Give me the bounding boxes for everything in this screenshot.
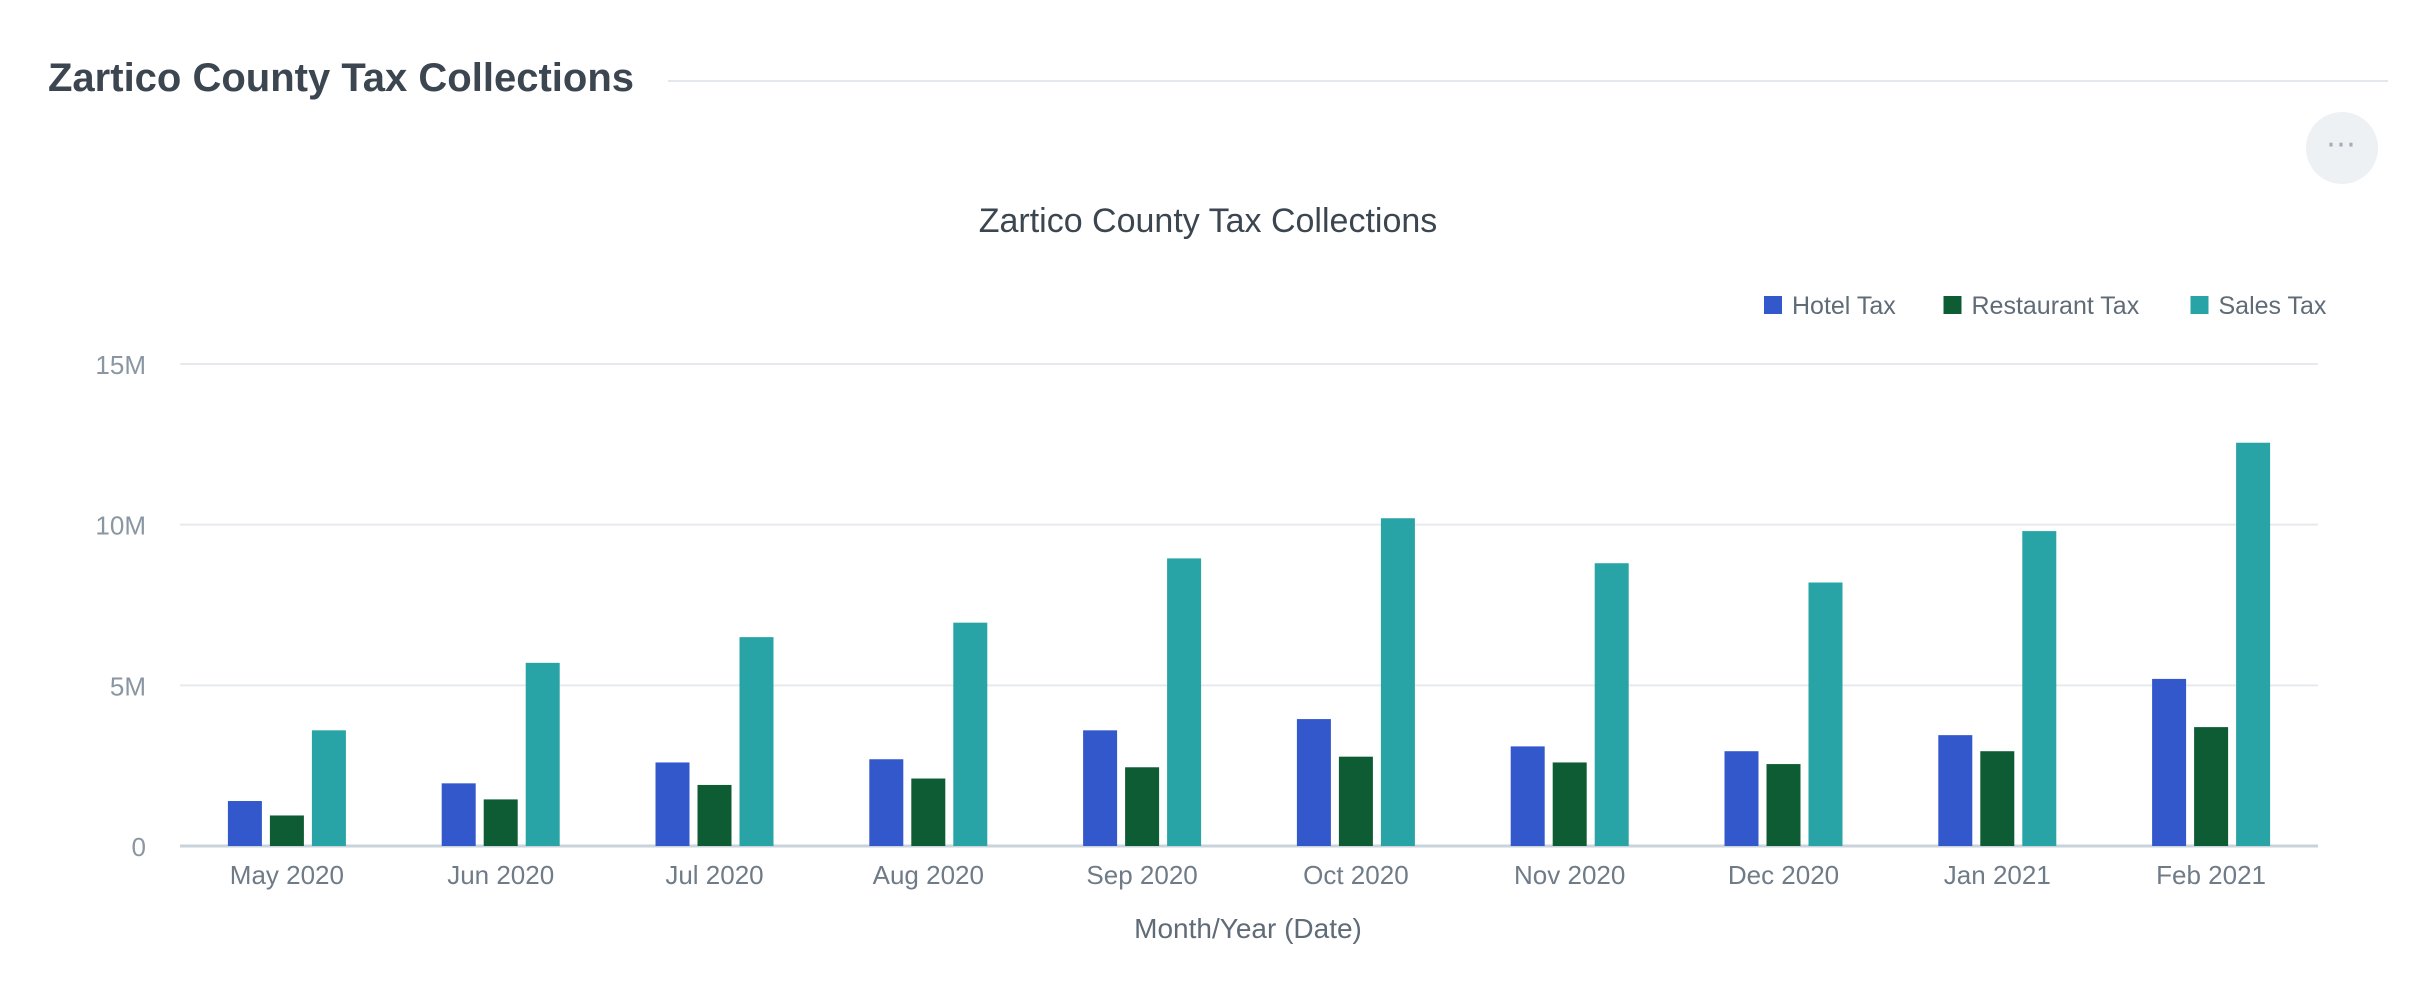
x-tick-label: Jul 2020 [665,860,763,890]
legend-item-hotel-tax[interactable]: Hotel Tax [1764,292,1896,320]
bar-sales-tax[interactable] [739,637,774,846]
more-options-button[interactable]: ⋯ [2306,112,2378,184]
bar-sales-tax[interactable] [311,730,346,846]
legend-swatch [2190,296,2209,314]
bar-restaurant-tax[interactable] [697,784,732,846]
legend: Hotel Tax Restaurant Tax Sales Tax [1764,292,2327,320]
bar-hotel-tax[interactable] [2152,678,2187,846]
bar-hotel-tax[interactable] [1083,730,1118,846]
bar-hotel-tax[interactable] [1296,719,1331,846]
bar-hotel-tax[interactable] [869,759,904,846]
bar-sales-tax[interactable] [2236,442,2271,846]
bar-sales-tax[interactable] [1594,563,1629,846]
y-tick-label: 10M [95,511,146,541]
bar-hotel-tax[interactable] [227,801,262,846]
x-tick-label: May 2020 [230,860,344,890]
x-tick-label: Feb 2021 [2156,860,2266,890]
bar-hotel-tax[interactable] [1938,735,1973,846]
legend-item-restaurant-tax[interactable]: Restaurant Tax [1943,292,2140,320]
bar-hotel-tax[interactable] [655,762,690,846]
bar-sales-tax[interactable] [1380,518,1415,846]
y-tick-label: 0 [132,832,146,862]
legend-label: Sales Tax [2219,292,2327,320]
bar-sales-tax[interactable] [1808,582,1843,846]
y-axis: 0 5M 10M 15M [95,350,146,862]
bar-sales-tax[interactable] [953,622,988,846]
legend-swatch [1764,296,1782,314]
more-dots-icon: ⋯ [2326,128,2358,161]
bar-restaurant-tax[interactable] [2194,727,2229,846]
bar-hotel-tax[interactable] [1724,751,1759,846]
legend-label: Restaurant Tax [1972,292,2140,320]
bar-hotel-tax[interactable] [1510,746,1545,846]
x-tick-label: Jun 2020 [447,860,554,890]
legend-swatch [1943,296,1962,314]
x-tick-label: Jan 2021 [1944,860,2051,890]
bar-restaurant-tax[interactable] [1338,756,1373,846]
bar-sales-tax[interactable] [1167,558,1202,846]
x-axis-title: Month/Year (Date) [1134,913,1362,944]
x-tick-label: Sep 2020 [1086,860,1197,890]
bar-restaurant-tax[interactable] [1125,767,1160,846]
bar-restaurant-tax[interactable] [1552,762,1587,846]
x-tick-label: Aug 2020 [873,860,984,890]
bar-restaurant-tax[interactable] [1980,751,2015,846]
x-tick-label: Oct 2020 [1303,860,1409,890]
x-axis: May 2020 Jun 2020 Jul 2020 Aug 2020 Sep 2020… [230,860,2266,890]
bar-sales-tax[interactable] [525,662,560,846]
chart-title: Zartico County Tax Collections [979,202,1438,240]
header-divider [668,80,2388,82]
bar-restaurant-tax[interactable] [483,799,518,846]
x-tick-label: Dec 2020 [1728,860,1839,890]
legend-item-sales-tax[interactable]: Sales Tax [2190,292,2327,320]
bar-restaurant-tax[interactable] [911,778,946,846]
y-tick-label: 5M [110,671,146,701]
x-tick-label: Nov 2020 [1514,860,1625,890]
bar-restaurant-tax[interactable] [1766,764,1801,846]
legend-label: Hotel Tax [1792,292,1896,320]
y-tick-label: 15M [95,350,146,380]
widget-header: Zartico County Tax Collections [48,52,2388,112]
bar-sales-tax[interactable] [2022,531,2057,846]
widget-title: Zartico County Tax Collections [48,56,634,100]
bar-hotel-tax[interactable] [441,783,476,846]
bar-restaurant-tax[interactable] [269,815,304,846]
bars [227,442,2271,846]
